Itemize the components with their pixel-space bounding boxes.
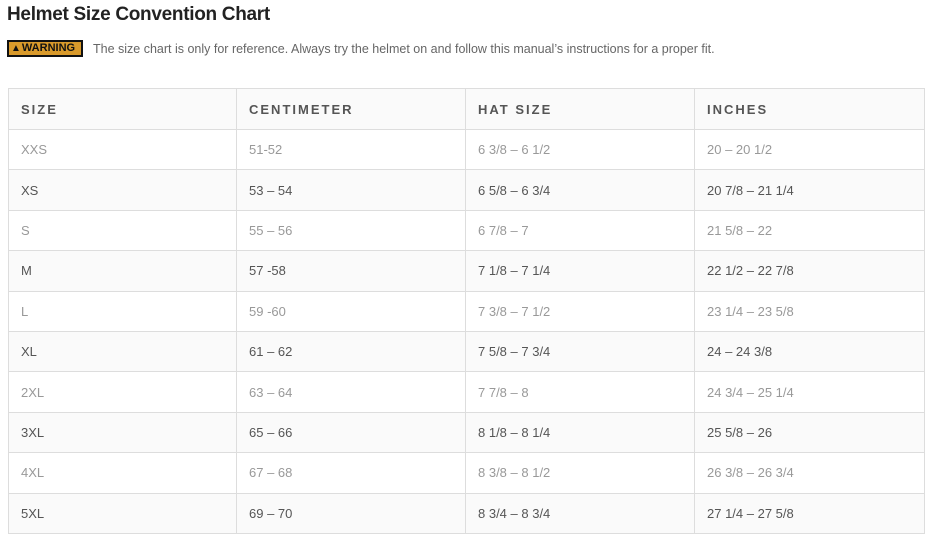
cell-centimeter: 53 – 54 (236, 169, 466, 211)
warning-notice: ▲ WARNING The size chart is only for ref… (7, 40, 715, 57)
cell-hat-size: 7 1/8 – 7 1/4 (465, 250, 695, 292)
cell-size: M (8, 250, 237, 292)
table-row: 3XL 65 – 66 8 1/8 – 8 1/4 25 5/8 – 26 (8, 411, 925, 454)
cell-hat-size: 7 5/8 – 7 3/4 (465, 330, 695, 373)
cell-centimeter: 61 – 62 (236, 330, 466, 373)
cell-centimeter: 55 – 56 (236, 209, 466, 252)
table-row: 2XL 63 – 64 7 7/8 – 8 24 3/4 – 25 1/4 (8, 371, 925, 413)
table-row: M 57 -58 7 1/8 – 7 1/4 22 1/2 – 22 7/8 (8, 250, 925, 292)
table-row: XXS 51-52 6 3/8 – 6 1/2 20 – 20 1/2 (8, 128, 925, 171)
cell-hat-size: 7 3/8 – 7 1/2 (465, 290, 695, 332)
cell-inches: 20 – 20 1/2 (694, 128, 925, 171)
warning-text: The size chart is only for reference. Al… (93, 41, 715, 56)
table-row: XL 61 – 62 7 5/8 – 7 3/4 24 – 24 3/8 (8, 330, 925, 373)
cell-centimeter: 57 -58 (236, 250, 466, 292)
cell-size: 3XL (8, 411, 237, 454)
cell-size: XS (8, 169, 237, 211)
cell-hat-size: 8 1/8 – 8 1/4 (465, 411, 695, 454)
table-row: S 55 – 56 6 7/8 – 7 21 5/8 – 22 (8, 209, 925, 252)
cell-size: 4XL (8, 452, 237, 494)
cell-inches: 26 3/8 – 26 3/4 (694, 452, 925, 494)
cell-hat-size: 8 3/8 – 8 1/2 (465, 452, 695, 494)
cell-inches: 23 1/4 – 23 5/8 (694, 290, 925, 332)
cell-inches: 24 3/4 – 25 1/4 (694, 371, 925, 413)
cell-size: XL (8, 330, 237, 373)
cell-inches: 20 7/8 – 21 1/4 (694, 169, 925, 211)
table-row: 4XL 67 – 68 8 3/8 – 8 1/2 26 3/8 – 26 3/4 (8, 452, 925, 494)
cell-inches: 22 1/2 – 22 7/8 (694, 250, 925, 292)
warning-triangle-icon: ▲ (11, 43, 21, 54)
cell-hat-size: 6 3/8 – 6 1/2 (465, 128, 695, 171)
cell-inches: 27 1/4 – 27 5/8 (694, 492, 925, 534)
header-centimeter: CENTIMETER (236, 88, 466, 130)
size-chart-table: SIZE CENTIMETER HAT SIZE INCHES XXS 51-52… (8, 88, 925, 534)
page-title: Helmet Size Convention Chart (7, 4, 270, 25)
header-hat-size: HAT SIZE (465, 88, 695, 130)
table-row: XS 53 – 54 6 5/8 – 6 3/4 20 7/8 – 21 1/4 (8, 169, 925, 211)
header-inches: INCHES (694, 88, 925, 130)
cell-size: S (8, 209, 237, 252)
cell-centimeter: 59 -60 (236, 290, 466, 332)
cell-inches: 21 5/8 – 22 (694, 209, 925, 252)
cell-inches: 25 5/8 – 26 (694, 411, 925, 454)
cell-size: 2XL (8, 371, 237, 413)
cell-centimeter: 63 – 64 (236, 371, 466, 413)
header-size: SIZE (8, 88, 237, 130)
cell-size: 5XL (8, 492, 237, 534)
cell-hat-size: 6 7/8 – 7 (465, 209, 695, 252)
cell-size: L (8, 290, 237, 332)
cell-hat-size: 8 3/4 – 8 3/4 (465, 492, 695, 534)
table-header-row: SIZE CENTIMETER HAT SIZE INCHES (8, 88, 925, 130)
cell-size: XXS (8, 128, 237, 171)
table-row: L 59 -60 7 3/8 – 7 1/2 23 1/4 – 23 5/8 (8, 290, 925, 332)
table-row: 5XL 69 – 70 8 3/4 – 8 3/4 27 1/4 – 27 5/8 (8, 492, 925, 534)
warning-badge-label: WARNING (21, 42, 76, 54)
cell-centimeter: 51-52 (236, 128, 466, 171)
warning-badge: ▲ WARNING (7, 40, 83, 57)
cell-inches: 24 – 24 3/8 (694, 330, 925, 373)
cell-centimeter: 67 – 68 (236, 452, 466, 494)
cell-hat-size: 6 5/8 – 6 3/4 (465, 169, 695, 211)
cell-hat-size: 7 7/8 – 8 (465, 371, 695, 413)
cell-centimeter: 65 – 66 (236, 411, 466, 454)
cell-centimeter: 69 – 70 (236, 492, 466, 534)
